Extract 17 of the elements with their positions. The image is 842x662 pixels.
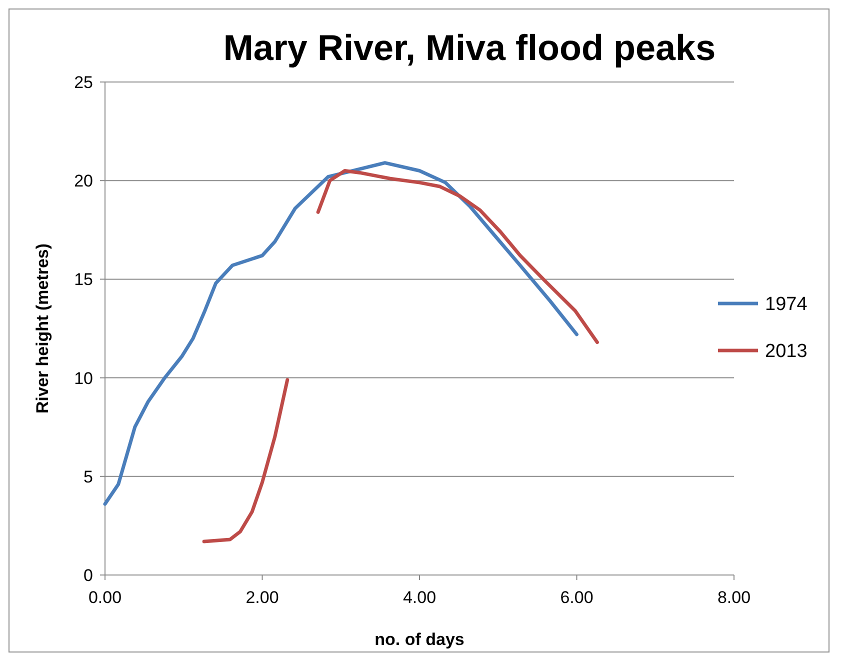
y-tick-label: 5 <box>84 467 93 486</box>
y-axis-title: River height (metres) <box>33 243 52 414</box>
x-axis-title: no. of days <box>374 630 464 649</box>
x-tick-label: 6.00 <box>560 588 594 607</box>
x-tick-label: 8.00 <box>717 588 751 607</box>
x-tick-label: 0.00 <box>88 588 122 607</box>
y-tick-label: 10 <box>74 368 93 388</box>
chart-title: Mary River, Miva flood peaks <box>223 27 716 68</box>
y-tick-label: 20 <box>74 172 93 191</box>
y-tick-label: 0 <box>84 566 93 585</box>
legend-label: 2013 <box>765 341 808 362</box>
y-tick-label: 15 <box>74 270 93 290</box>
line-series <box>103 161 578 506</box>
y-tick-label: 25 <box>74 72 93 92</box>
x-tick-label: 4.00 <box>402 588 436 607</box>
legend-label: 1974 <box>765 294 808 316</box>
x-tick-label: 2.00 <box>246 588 279 607</box>
